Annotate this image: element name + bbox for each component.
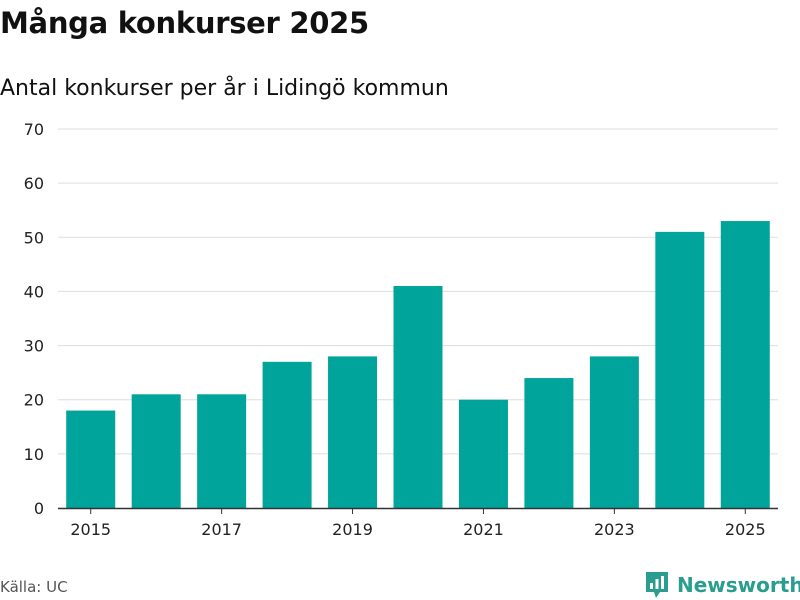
brand-name: Newsworthy [677,573,800,597]
x-tick-label: 2015 [70,520,111,539]
y-tick-label: 40 [24,282,44,301]
chart-title: Många konkurser 2025 [0,6,369,40]
y-tick-label: 20 [24,391,44,410]
bar-2018 [262,361,312,508]
x-tick-label: 2021 [463,520,504,539]
bar-2019 [328,356,378,508]
x-tick-label: 2019 [332,520,373,539]
bar-2024 [655,231,705,508]
bar-2025 [720,221,770,508]
chart-subtitle: Antal konkurser per år i Lidingö kommun [0,76,449,101]
bar-2022 [524,378,574,508]
y-tick-label: 0 [34,499,44,518]
y-tick-label: 50 [24,228,44,247]
bar-chart: 0 10 20 30 40 50 60 70 2015 2017 2019 2021 2023 2025 [24,120,778,539]
y-tick-label: 70 [24,120,44,139]
bar-2020 [393,286,443,508]
bar-2016 [131,394,181,508]
y-tick-label: 30 [24,337,44,356]
bar-2023 [589,356,639,508]
y-tick-label: 10 [24,445,44,464]
bar-2015 [66,410,116,508]
source-note: Källa: UC [0,578,68,596]
bar-2021 [458,399,508,508]
x-tick-label: 2017 [201,520,242,539]
bar-2017 [197,394,247,508]
y-tick-label: 60 [24,174,44,193]
x-tick-label: 2023 [594,520,635,539]
x-tick-label: 2025 [725,520,766,539]
brand-logo: Newsworthy [644,570,800,600]
newsworthy-logo-icon [646,572,668,598]
